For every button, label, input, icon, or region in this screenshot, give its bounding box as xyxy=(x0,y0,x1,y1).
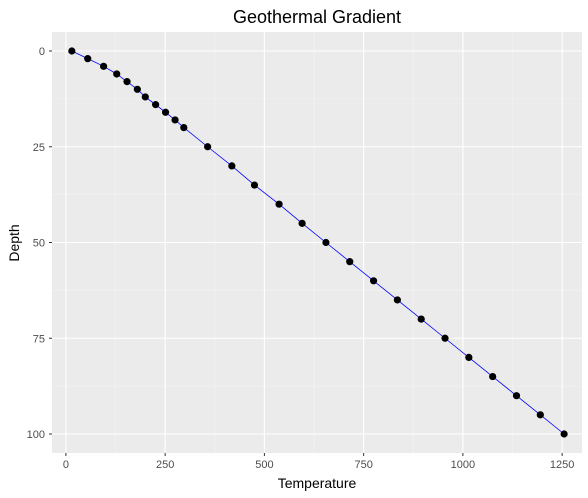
x-tick-label: 0 xyxy=(63,459,69,471)
x-tick-label: 1000 xyxy=(451,459,475,471)
data-points xyxy=(68,47,568,438)
y-axis-label: Depth xyxy=(6,224,22,261)
x-tick-label: 1250 xyxy=(550,459,574,471)
data-point xyxy=(68,47,76,55)
x-axis-label: Temperature xyxy=(278,475,357,491)
data-point xyxy=(441,334,449,342)
data-point xyxy=(417,315,425,323)
data-point xyxy=(346,258,354,266)
data-point xyxy=(369,277,378,285)
data-point xyxy=(161,108,170,116)
chart-title: Geothermal Gradient xyxy=(233,7,401,27)
data-point xyxy=(489,372,497,381)
data-point xyxy=(250,181,259,189)
data-point xyxy=(228,162,236,170)
major-gridlines xyxy=(52,32,582,453)
x-tick-label: 500 xyxy=(255,459,273,471)
x-tick-label: 250 xyxy=(156,459,174,471)
y-tick-label: 25 xyxy=(33,142,45,154)
data-point xyxy=(536,411,544,419)
data-point xyxy=(465,353,473,361)
data-point xyxy=(204,143,212,151)
y-axis-ticks: 0 25 50 75 100 xyxy=(27,46,52,441)
data-point xyxy=(180,124,188,132)
y-tick-label: 0 xyxy=(39,46,45,58)
x-axis-ticks: 0 250 500 750 1000 1250 xyxy=(63,453,574,471)
data-point xyxy=(123,78,131,86)
data-point xyxy=(113,70,121,78)
data-point xyxy=(512,392,521,400)
y-tick-label: 75 xyxy=(33,333,45,345)
data-point xyxy=(322,238,330,247)
x-tick-label: 750 xyxy=(354,459,372,471)
y-tick-label: 50 xyxy=(33,238,45,250)
y-tick-label: 100 xyxy=(27,429,45,441)
data-point xyxy=(393,296,401,304)
data-point xyxy=(560,430,568,438)
data-point xyxy=(141,93,149,101)
data-point xyxy=(171,116,179,124)
data-point xyxy=(133,85,141,93)
data-point xyxy=(152,101,160,109)
data-point xyxy=(298,219,306,227)
data-point xyxy=(275,200,283,208)
data-point xyxy=(84,55,92,63)
data-point xyxy=(100,62,108,70)
